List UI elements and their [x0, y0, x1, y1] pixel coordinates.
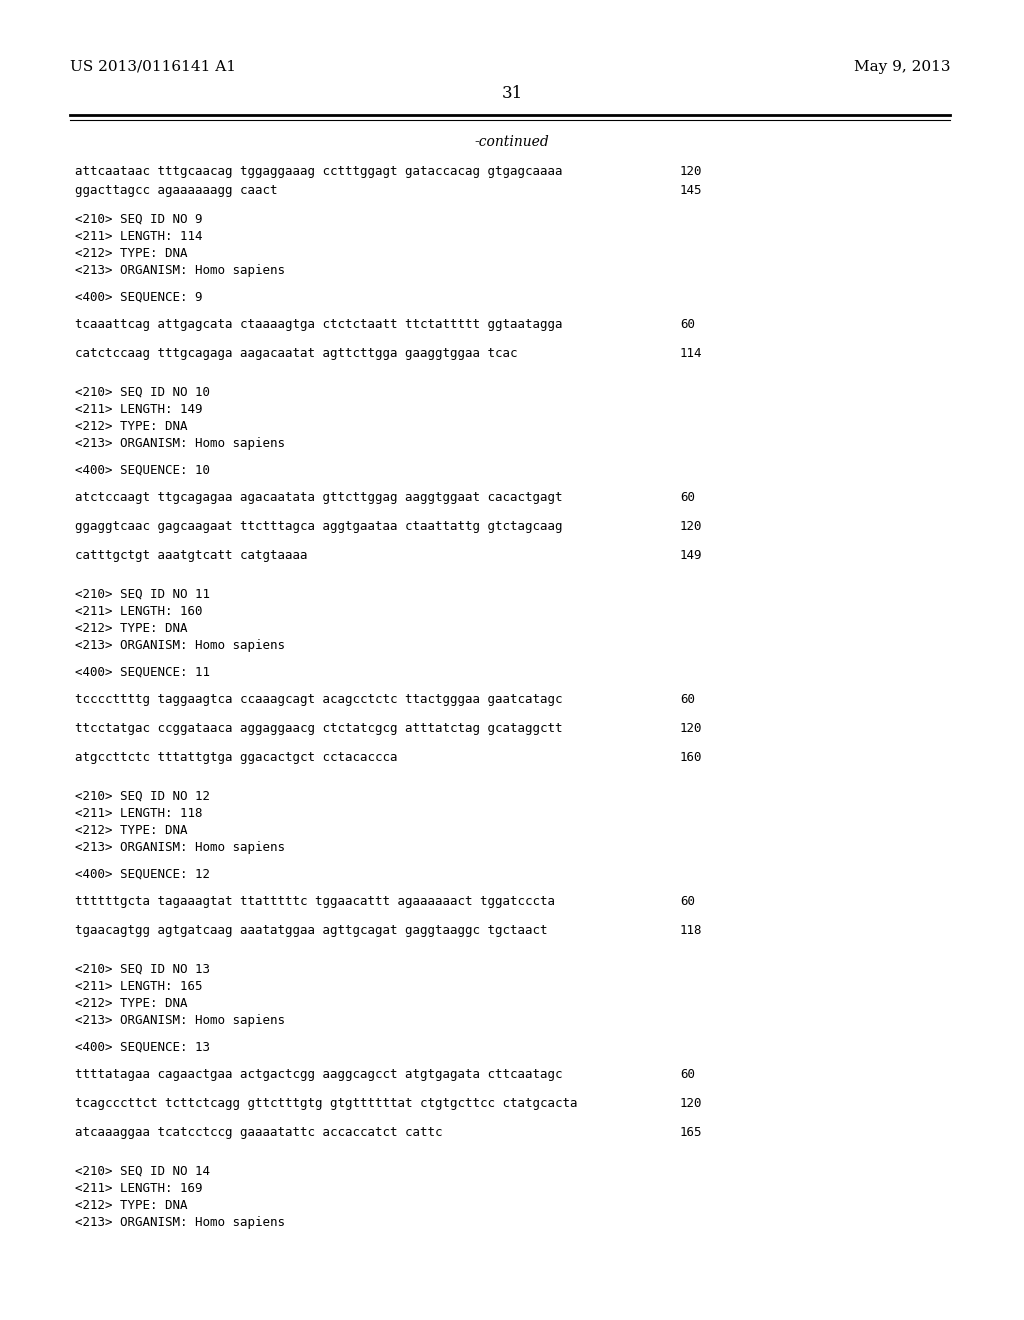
Text: <210> SEQ ID NO 10: <210> SEQ ID NO 10: [75, 385, 210, 399]
Text: <213> ORGANISM: Homo sapiens: <213> ORGANISM: Homo sapiens: [75, 437, 285, 450]
Text: 165: 165: [680, 1126, 702, 1139]
Text: 60: 60: [680, 1068, 695, 1081]
Text: <213> ORGANISM: Homo sapiens: <213> ORGANISM: Homo sapiens: [75, 841, 285, 854]
Text: <210> SEQ ID NO 9: <210> SEQ ID NO 9: [75, 213, 203, 226]
Text: <212> TYPE: DNA: <212> TYPE: DNA: [75, 824, 187, 837]
Text: <211> LENGTH: 165: <211> LENGTH: 165: [75, 979, 203, 993]
Text: <210> SEQ ID NO 14: <210> SEQ ID NO 14: [75, 1166, 210, 1177]
Text: ttcctatgac ccggataaca aggaggaacg ctctatcgcg atttatctag gcataggctt: ttcctatgac ccggataaca aggaggaacg ctctatc…: [75, 722, 562, 735]
Text: <211> LENGTH: 160: <211> LENGTH: 160: [75, 605, 203, 618]
Text: <211> LENGTH: 149: <211> LENGTH: 149: [75, 403, 203, 416]
Text: tcaaattcag attgagcata ctaaaagtga ctctctaatt ttctattttt ggtaatagga: tcaaattcag attgagcata ctaaaagtga ctctcta…: [75, 318, 562, 331]
Text: tgaacagtgg agtgatcaag aaatatggaa agttgcagat gaggtaaggc tgctaact: tgaacagtgg agtgatcaag aaatatggaa agttgca…: [75, 924, 548, 937]
Text: catctccaag tttgcagaga aagacaatat agttcttgga gaaggtggaa tcac: catctccaag tttgcagaga aagacaatat agttctt…: [75, 347, 517, 360]
Text: <400> SEQUENCE: 9: <400> SEQUENCE: 9: [75, 290, 203, 304]
Text: May 9, 2013: May 9, 2013: [853, 59, 950, 74]
Text: 118: 118: [680, 924, 702, 937]
Text: <400> SEQUENCE: 13: <400> SEQUENCE: 13: [75, 1041, 210, 1053]
Text: <400> SEQUENCE: 12: <400> SEQUENCE: 12: [75, 869, 210, 880]
Text: 60: 60: [680, 895, 695, 908]
Text: atctccaagt ttgcagagaa agacaatata gttcttggag aaggtggaat cacactgagt: atctccaagt ttgcagagaa agacaatata gttcttg…: [75, 491, 562, 504]
Text: 60: 60: [680, 693, 695, 706]
Text: <210> SEQ ID NO 13: <210> SEQ ID NO 13: [75, 964, 210, 975]
Text: 149: 149: [680, 549, 702, 562]
Text: <211> LENGTH: 114: <211> LENGTH: 114: [75, 230, 203, 243]
Text: <211> LENGTH: 118: <211> LENGTH: 118: [75, 807, 203, 820]
Text: 120: 120: [680, 520, 702, 533]
Text: <211> LENGTH: 169: <211> LENGTH: 169: [75, 1181, 203, 1195]
Text: atcaaaggaa tcatcctccg gaaaatattc accaccatct cattc: atcaaaggaa tcatcctccg gaaaatattc accacca…: [75, 1126, 442, 1139]
Text: ttttatagaa cagaactgaa actgactcgg aaggcagcct atgtgagata cttcaatagc: ttttatagaa cagaactgaa actgactcgg aaggcag…: [75, 1068, 562, 1081]
Text: <212> TYPE: DNA: <212> TYPE: DNA: [75, 997, 187, 1010]
Text: <212> TYPE: DNA: <212> TYPE: DNA: [75, 420, 187, 433]
Text: tccccttttg taggaagtca ccaaagcagt acagcctctc ttactgggaa gaatcatagc: tccccttttg taggaagtca ccaaagcagt acagcct…: [75, 693, 562, 706]
Text: <213> ORGANISM: Homo sapiens: <213> ORGANISM: Homo sapiens: [75, 1014, 285, 1027]
Text: attcaataac tttgcaacag tggaggaaag cctttggagt gataccacag gtgagcaaaa: attcaataac tttgcaacag tggaggaaag cctttgg…: [75, 165, 562, 178]
Text: <213> ORGANISM: Homo sapiens: <213> ORGANISM: Homo sapiens: [75, 639, 285, 652]
Text: <212> TYPE: DNA: <212> TYPE: DNA: [75, 247, 187, 260]
Text: <210> SEQ ID NO 11: <210> SEQ ID NO 11: [75, 587, 210, 601]
Text: <400> SEQUENCE: 10: <400> SEQUENCE: 10: [75, 465, 210, 477]
Text: ggaggtcaac gagcaagaat ttctttagca aggtgaataa ctaattattg gtctagcaag: ggaggtcaac gagcaagaat ttctttagca aggtgaa…: [75, 520, 562, 533]
Text: 120: 120: [680, 722, 702, 735]
Text: 60: 60: [680, 491, 695, 504]
Text: 160: 160: [680, 751, 702, 764]
Text: atgccttctc tttattgtga ggacactgct cctacaccca: atgccttctc tttattgtga ggacactgct cctacac…: [75, 751, 397, 764]
Text: 31: 31: [502, 84, 522, 102]
Text: 120: 120: [680, 165, 702, 178]
Text: 114: 114: [680, 347, 702, 360]
Text: 60: 60: [680, 318, 695, 331]
Text: <212> TYPE: DNA: <212> TYPE: DNA: [75, 622, 187, 635]
Text: catttgctgt aaatgtcatt catgtaaaa: catttgctgt aaatgtcatt catgtaaaa: [75, 549, 307, 562]
Text: 120: 120: [680, 1097, 702, 1110]
Text: <213> ORGANISM: Homo sapiens: <213> ORGANISM: Homo sapiens: [75, 1216, 285, 1229]
Text: <213> ORGANISM: Homo sapiens: <213> ORGANISM: Homo sapiens: [75, 264, 285, 277]
Text: <212> TYPE: DNA: <212> TYPE: DNA: [75, 1199, 187, 1212]
Text: -continued: -continued: [475, 135, 549, 149]
Text: 145: 145: [680, 183, 702, 197]
Text: ttttttgcta tagaaagtat ttatttttc tggaacattt agaaaaaact tggatcccta: ttttttgcta tagaaagtat ttatttttc tggaacat…: [75, 895, 555, 908]
Text: ggacttagcc agaaaaaagg caact: ggacttagcc agaaaaaagg caact: [75, 183, 278, 197]
Text: tcagcccttct tcttctcagg gttctttgtg gtgttttttat ctgtgcttcc ctatgcacta: tcagcccttct tcttctcagg gttctttgtg gtgttt…: [75, 1097, 578, 1110]
Text: <400> SEQUENCE: 11: <400> SEQUENCE: 11: [75, 667, 210, 678]
Text: <210> SEQ ID NO 12: <210> SEQ ID NO 12: [75, 789, 210, 803]
Text: US 2013/0116141 A1: US 2013/0116141 A1: [70, 59, 236, 74]
